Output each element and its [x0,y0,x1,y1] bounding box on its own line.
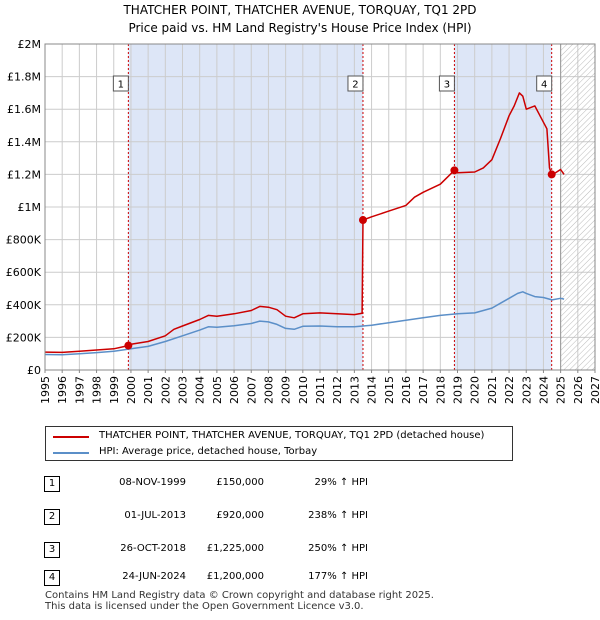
legend-label-price: THATCHER POINT, THATCHER AVENUE, TORQUAY… [99,430,485,441]
x-tick-label: 1998 [91,376,104,404]
legend-swatch-hpi [53,452,89,454]
sale-point [358,216,367,225]
x-tick-label: 2004 [194,376,207,404]
x-tick-label: 2015 [383,376,396,404]
sale-number: 1 [44,476,60,492]
y-tick-label: £1.6M [7,103,41,116]
x-tick-label: 1996 [56,376,69,404]
sale-date: 08-NOV-1999 [119,477,186,488]
sale-hpi: 177% ↑ HPI [308,571,368,582]
table-row: 2 01-JUL-2013 £920,000 238% ↑ HPI [0,507,600,537]
sale-point [124,341,133,350]
x-tick-label: 2012 [331,376,344,404]
sale-date: 24-JUN-2024 [122,571,186,582]
x-tick-label: 2005 [211,376,224,404]
y-tick-label: £1.4M [7,136,41,149]
sale-label-box [112,75,129,92]
forecast-hatch [560,44,595,370]
legend: THATCHER POINT, THATCHER AVENUE, TORQUAY… [45,426,513,461]
x-tick-label: 2013 [348,376,361,404]
y-tick-label: £800K [6,234,42,247]
x-tick-label: 1999 [108,376,121,404]
table-row: 3 26-OCT-2018 £1,225,000 250% ↑ HPI [0,540,600,570]
x-tick-label: 2003 [177,376,190,404]
sale-point [450,166,459,175]
x-tick-label: 2016 [400,376,413,404]
sale-date: 01-JUL-2013 [124,510,186,521]
x-tick-label: 2000 [125,376,138,404]
sale-label-box [536,75,553,92]
y-tick-label: £600K [6,266,42,279]
sale-hpi: 238% ↑ HPI [308,510,368,521]
y-tick-label: £1.2M [7,168,41,181]
sale-label-text: 4 [541,80,547,91]
x-tick-label: 2019 [452,376,465,404]
x-tick-label: 2001 [142,376,155,404]
x-tick-label: 2027 [589,376,600,404]
sale-number: 4 [44,570,60,586]
x-tick-label: 2026 [572,376,585,404]
footer-copyright: Contains HM Land Registry data © Crown c… [45,590,434,601]
sale-price: £1,200,000 [206,571,264,582]
sale-number: 3 [44,542,60,558]
chart-subtitle: Price paid vs. HM Land Registry's House … [128,21,472,35]
sale-label-text: 2 [352,80,358,91]
table-row: 4 24-JUN-2024 £1,200,000 177% ↑ HPI [0,568,600,598]
x-tick-label: 2011 [314,376,327,404]
sale-point [547,170,556,179]
y-tick-label: £0 [27,364,41,377]
sale-label-text: 3 [444,80,450,91]
x-tick-label: 2010 [297,376,310,404]
x-tick-label: 2023 [520,376,533,404]
x-tick-label: 2022 [503,376,516,404]
legend-label-hpi: HPI: Average price, detached house, Torb… [99,446,318,457]
x-tick-label: 2024 [537,376,550,404]
x-tick-label: 2002 [159,376,172,404]
price-chart: 1 2 3 4 £0 £200K £400K £600K £800K £1M £1.2M £1.4M… [6,38,600,404]
sale-label-box [438,75,455,92]
sale-price: £150,000 [216,477,264,488]
sale-hpi: 250% ↑ HPI [308,543,368,554]
sale-price: £1,225,000 [206,543,264,554]
footer: Contains HM Land Registry data © Crown c… [45,590,434,612]
sale-number: 2 [44,509,60,525]
y-tick-label: £2M [18,38,42,51]
x-tick-label: 2021 [486,376,499,404]
hpi-series-line [44,291,565,356]
chart-title: THATCHER POINT, THATCHER AVENUE, TORQUAY… [123,3,477,17]
sale-label-box [347,75,364,92]
x-tick-label: 2007 [245,376,258,404]
x-tick-label: 1995 [39,376,52,404]
legend-swatch-price [53,436,89,438]
price-series-line [44,92,565,354]
x-tick-label: 1997 [73,376,86,404]
x-tick-label: 2020 [469,376,482,404]
x-tick-label: 2018 [434,376,447,404]
sale-hpi: 29% ↑ HPI [314,477,368,488]
x-tick-label: 2006 [228,376,241,404]
footer-licence: This data is licensed under the Open Gov… [45,601,364,612]
y-tick-label: £1M [18,201,42,214]
sale-price: £920,000 [216,510,264,521]
sale-label-text: 1 [118,80,124,91]
x-tick-label: 2017 [417,376,430,404]
y-tick-label: £200K [6,331,42,344]
x-tick-label: 2009 [280,376,293,404]
sale-date: 26-OCT-2018 [120,543,186,554]
x-tick-label: 2008 [262,376,275,404]
x-tick-label: 2014 [366,376,379,404]
x-tick-label: 2025 [555,376,568,404]
y-tick-label: £1.8M [7,71,41,84]
y-tick-label: £400K [6,299,42,312]
table-row: 1 08-NOV-1999 £150,000 29% ↑ HPI [0,474,600,504]
